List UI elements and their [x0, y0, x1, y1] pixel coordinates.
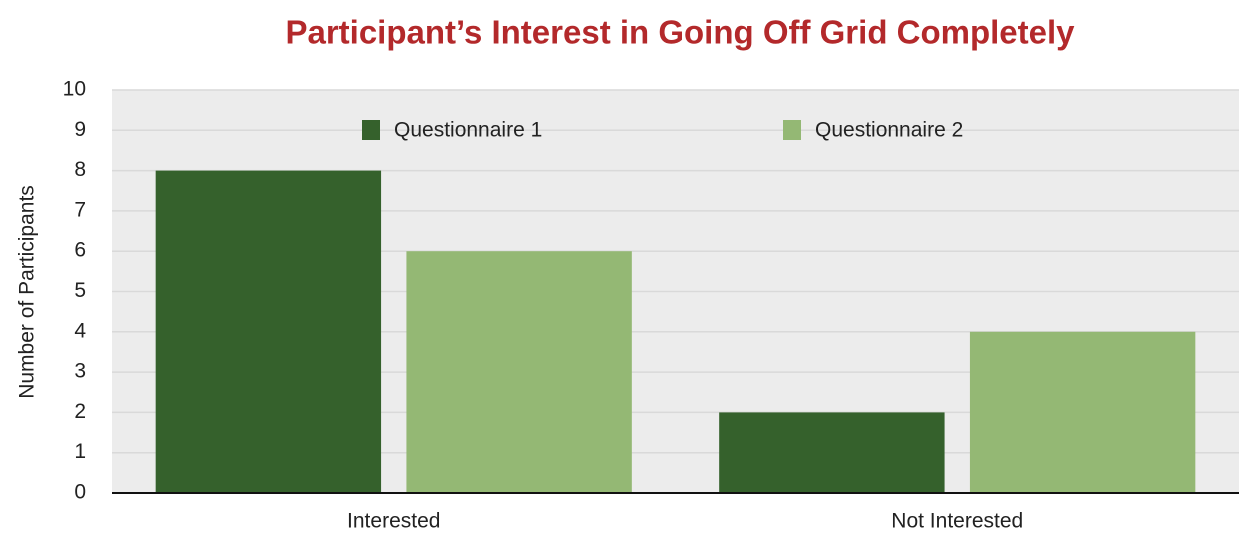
x-tick-label: Not Interested [891, 510, 1023, 533]
y-tick-label: 10 [63, 78, 86, 101]
bar [719, 412, 945, 493]
bar [969, 331, 1196, 493]
bar [406, 251, 632, 493]
y-tick-label: 2 [74, 400, 86, 423]
y-tick-label: 8 [74, 158, 86, 181]
legend-swatch [783, 120, 801, 140]
x-tick-label: Interested [347, 510, 440, 533]
y-tick-label: 1 [74, 440, 86, 463]
y-tick-label: 9 [74, 118, 86, 141]
legend-label: Questionnaire 1 [394, 119, 542, 142]
y-tick-label: 7 [74, 198, 86, 221]
y-axis-label: Number of Participants [16, 185, 39, 399]
bar [155, 170, 382, 493]
y-tick-label: 6 [74, 239, 86, 262]
y-tick-label: 3 [74, 360, 86, 383]
y-tick-label: 0 [74, 481, 86, 504]
y-tick-label: 5 [74, 279, 86, 302]
y-tick-label: 4 [74, 319, 86, 342]
legend-label: Questionnaire 2 [815, 119, 963, 142]
chart-title: Participant’s Interest in Going Off Grid… [285, 14, 1075, 51]
legend-swatch [362, 120, 380, 140]
